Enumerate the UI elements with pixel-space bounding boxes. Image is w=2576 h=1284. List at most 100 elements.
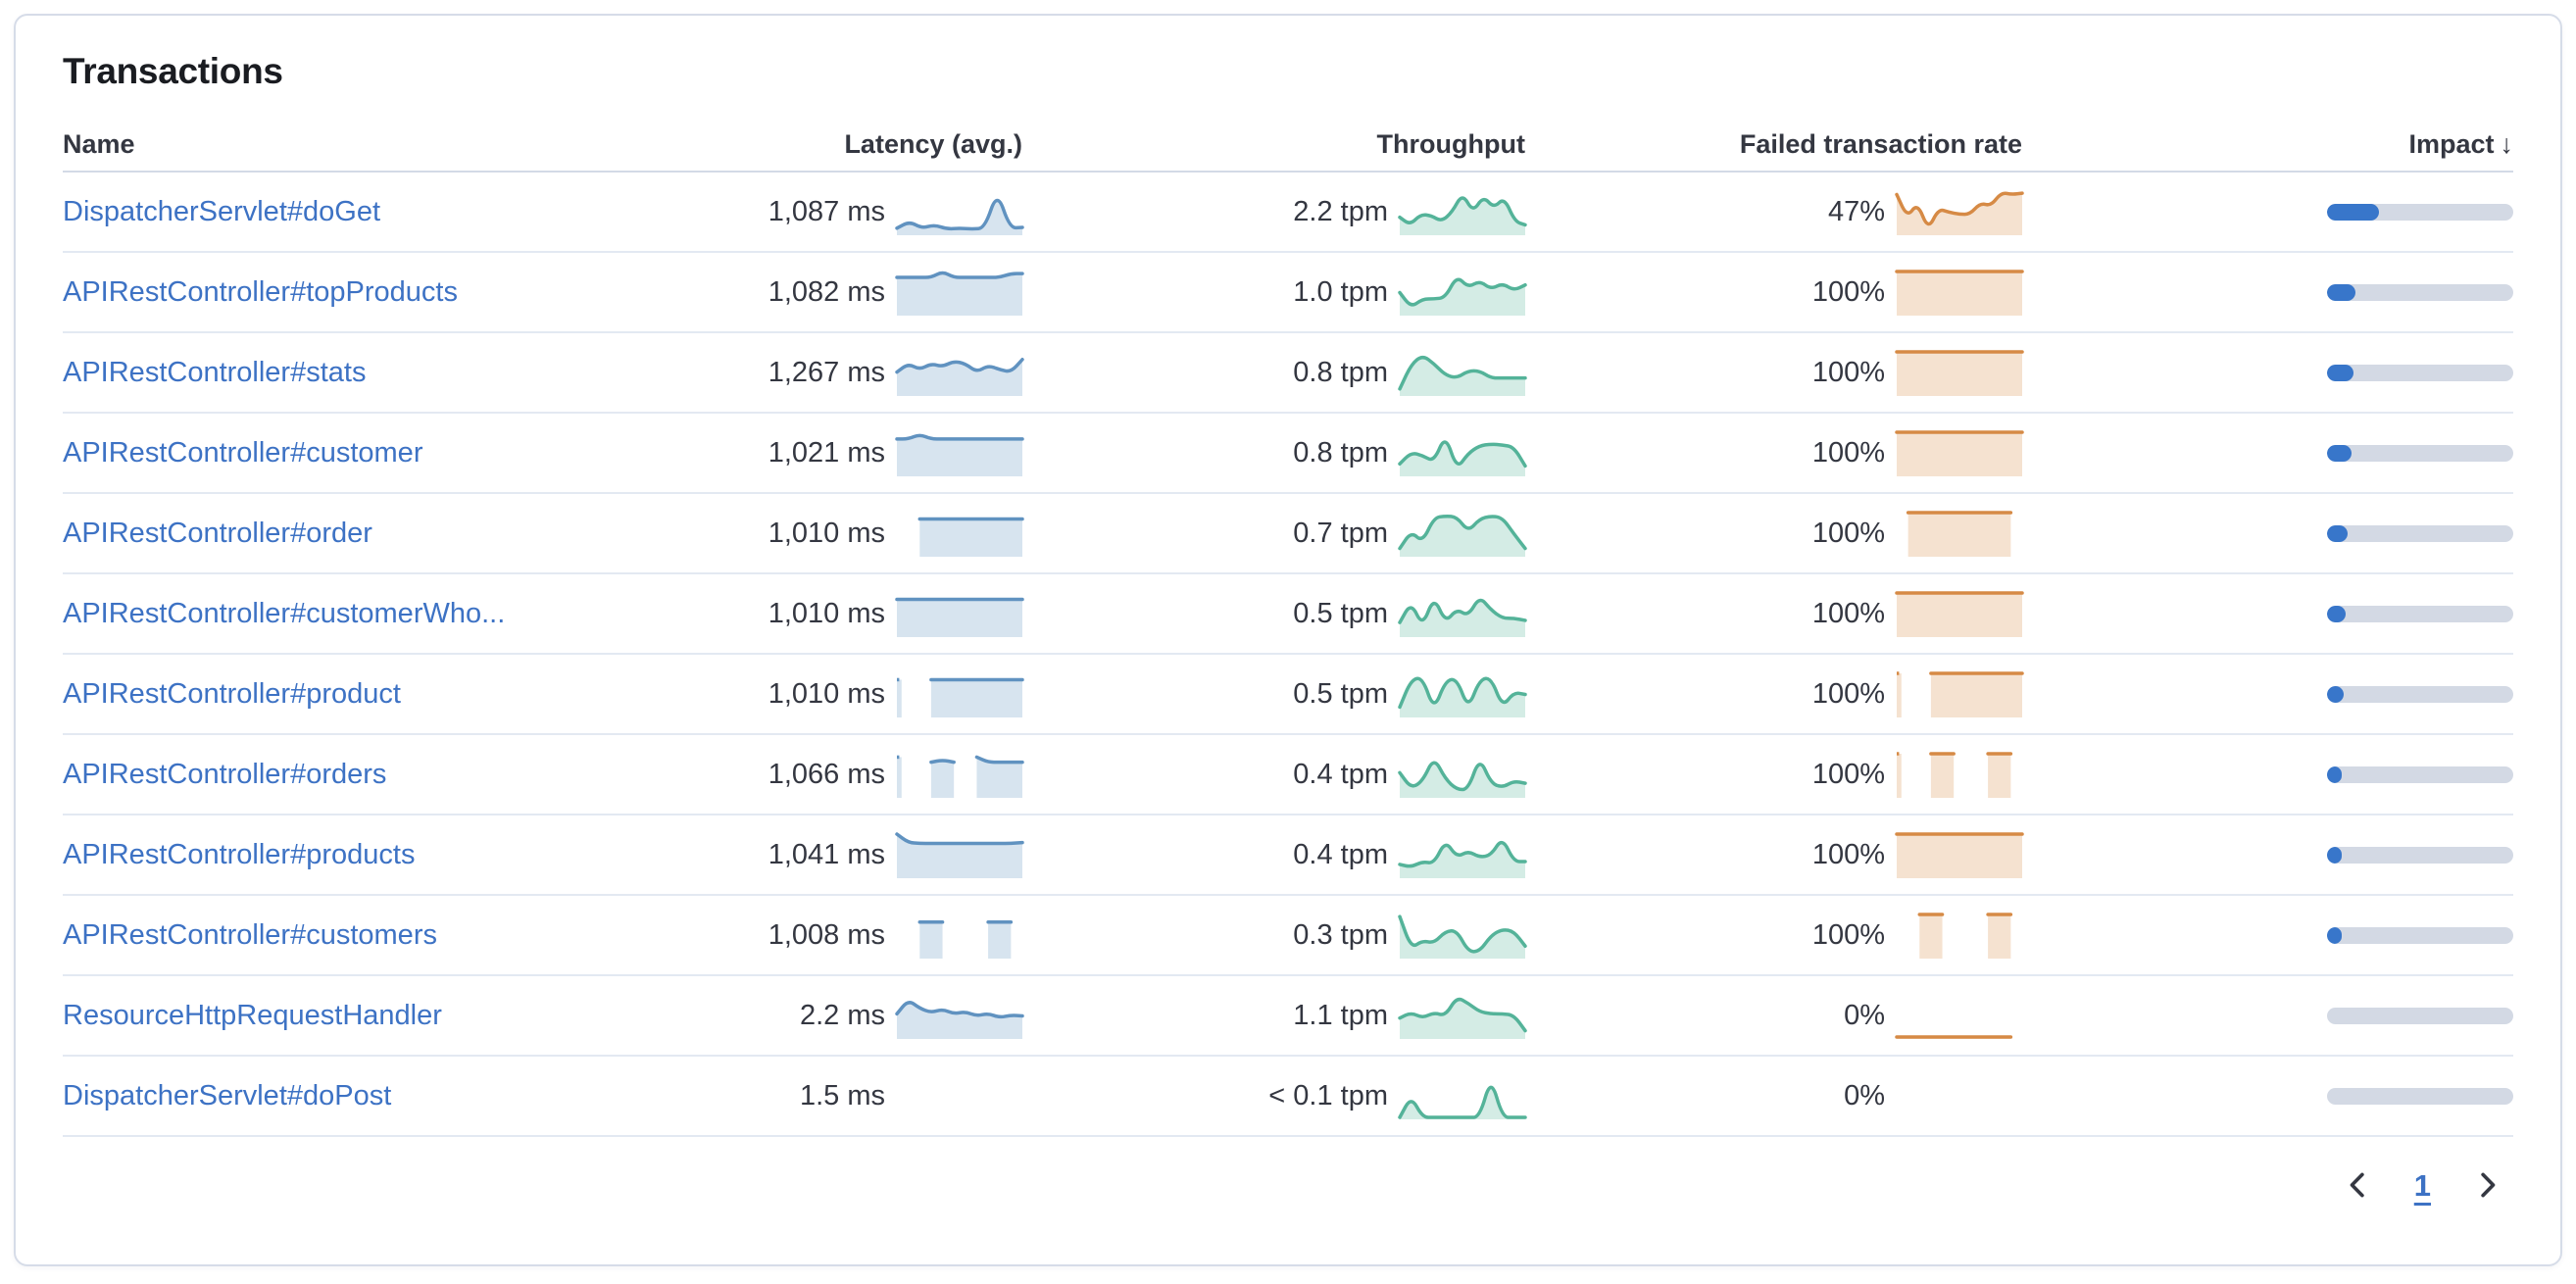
impact-bar-track [2327, 444, 2513, 462]
throughput-value: 0.5 tpm [1293, 677, 1388, 710]
latency-cell: 1,082 ms [669, 269, 1024, 316]
latency-cell: 1,087 ms [669, 188, 1024, 235]
failed-rate-sparkline [1895, 349, 2024, 396]
name-cell: APIRestController#stats [63, 357, 669, 389]
impact-bar-fill [2327, 283, 2355, 301]
throughput-cell: 2.2 tpm [1022, 188, 1527, 235]
latency-sparkline [897, 751, 1024, 798]
table-header-row: Name Latency (avg.) Throughput Failed tr… [63, 118, 2513, 173]
failed-rate-sparkline [1895, 429, 2024, 476]
previous-page-button[interactable] [2336, 1164, 2379, 1208]
table-row: ResourceHttpRequestHandler 2.2 ms 1.1 tp… [63, 976, 2513, 1057]
column-header-latency[interactable]: Latency (avg.) [844, 128, 1022, 159]
latency-cell: 1,010 ms [669, 590, 1024, 637]
impact-bar-fill [2327, 364, 2353, 381]
transaction-name-link[interactable]: APIRestController#customerWho... [63, 597, 506, 629]
failed-rate-value: 100% [1811, 677, 1885, 710]
failed-rate-value: 100% [1811, 275, 1885, 308]
latency-value: 1,021 ms [768, 436, 885, 469]
impact-bar-fill [2327, 605, 2346, 622]
latency-cell: 1,008 ms [669, 912, 1022, 959]
transaction-name-link[interactable]: APIRestController#product [63, 677, 401, 710]
table-body: DispatcherServlet#doGet 1,087 ms 2.2 tpm… [63, 173, 2513, 1137]
impact-bar-track [2327, 685, 2513, 703]
impact-cell [2022, 1007, 2513, 1024]
latency-sparkline [895, 831, 1024, 878]
failed-rate-sparkline [1895, 992, 2022, 1039]
latency-cell: 1,066 ms [669, 751, 1024, 798]
name-cell: APIRestController#order [63, 518, 669, 550]
throughput-cell: < 0.1 tpm [1022, 1072, 1527, 1119]
impact-bar-track [2327, 765, 2513, 783]
throughput-cell: 0.5 tpm [1022, 590, 1527, 637]
failed-rate-cell: 100% [1525, 269, 2024, 316]
column-header-throughput[interactable]: Throughput [1376, 128, 1525, 159]
table-row: APIRestController#orders 1,066 ms 0.4 tp… [63, 735, 2513, 815]
impact-bar-fill [2327, 685, 2345, 703]
name-cell: APIRestController#customerWho... [63, 598, 669, 630]
transaction-name-link[interactable]: APIRestController#stats [63, 356, 367, 388]
throughput-value: 0.7 tpm [1293, 517, 1388, 549]
impact-cell [2022, 765, 2513, 783]
failed-rate-cell: 100% [1525, 349, 2024, 396]
name-cell: APIRestController#customer [63, 437, 669, 469]
throughput-value: 0.8 tpm [1293, 436, 1388, 469]
throughput-sparkline [1398, 912, 1527, 959]
impact-bar-track [2327, 203, 2513, 221]
latency-sparkline [897, 912, 1022, 959]
impact-cell [2022, 846, 2513, 864]
latency-value: 1,008 ms [768, 918, 885, 951]
impact-bar-track [2327, 1087, 2513, 1105]
throughput-value: 0.3 tpm [1293, 918, 1388, 951]
throughput-value: < 0.1 tpm [1268, 1079, 1388, 1111]
table-row: DispatcherServlet#doPost 1.5 ms < 0.1 tp… [63, 1057, 2513, 1137]
name-cell: APIRestController#orders [63, 759, 669, 791]
failed-rate-sparkline [1897, 510, 2022, 557]
throughput-cell: 1.0 tpm [1022, 269, 1527, 316]
failed-rate-sparkline [1897, 670, 2024, 717]
transaction-name-link[interactable]: APIRestController#customers [63, 918, 437, 951]
impact-cell [2022, 1087, 2513, 1105]
latency-sparkline [897, 510, 1024, 557]
table-row: APIRestController#stats 1,267 ms 0.8 tpm… [63, 333, 2513, 414]
name-cell: DispatcherServlet#doPost [63, 1080, 669, 1112]
throughput-sparkline [1398, 670, 1527, 717]
transaction-name-link[interactable]: ResourceHttpRequestHandler [63, 999, 442, 1031]
transaction-name-link[interactable]: APIRestController#customer [63, 436, 423, 469]
latency-cell: 1,041 ms [669, 831, 1024, 878]
latency-sparkline [895, 590, 1024, 637]
transaction-name-link[interactable]: APIRestController#products [63, 838, 416, 870]
throughput-sparkline [1398, 429, 1527, 476]
latency-value: 2.2 ms [799, 999, 885, 1031]
transaction-name-link[interactable]: DispatcherServlet#doGet [63, 195, 380, 227]
impact-bar-fill [2327, 444, 2352, 462]
latency-value: 1,066 ms [768, 758, 885, 790]
column-header-impact[interactable]: Impact ↓ [2022, 129, 2513, 160]
page-number-button[interactable]: 1 [2413, 1168, 2431, 1203]
throughput-value: 0.4 tpm [1293, 758, 1388, 790]
failed-rate-value: 100% [1811, 436, 1885, 469]
table-row: DispatcherServlet#doGet 1,087 ms 2.2 tpm… [63, 173, 2513, 253]
transaction-name-link[interactable]: APIRestController#order [63, 517, 372, 549]
name-cell: APIRestController#topProducts [63, 276, 669, 309]
throughput-sparkline [1398, 269, 1527, 316]
failed-rate-value: 100% [1811, 838, 1885, 870]
impact-bar-track [2327, 1007, 2513, 1024]
table-row: APIRestController#order 1,010 ms 0.7 tpm… [63, 494, 2513, 574]
latency-sparkline [895, 269, 1024, 316]
throughput-sparkline [1398, 751, 1527, 798]
transaction-name-link[interactable]: APIRestController#orders [63, 758, 387, 790]
throughput-cell: 0.7 tpm [1022, 510, 1527, 557]
transaction-name-link[interactable]: APIRestController#topProducts [63, 275, 458, 308]
impact-bar-track [2327, 605, 2513, 622]
column-header-failed-rate[interactable]: Failed transaction rate [1739, 128, 2022, 159]
next-page-button[interactable] [2466, 1164, 2509, 1208]
throughput-cell: 0.4 tpm [1022, 831, 1527, 878]
transaction-name-link[interactable]: DispatcherServlet#doPost [63, 1079, 392, 1111]
latency-sparkline [895, 349, 1024, 396]
chevron-left-icon [2341, 1168, 2374, 1205]
table-row: APIRestController#customerWho... 1,010 m… [63, 574, 2513, 655]
failed-rate-cell: 100% [1525, 670, 2024, 717]
failed-rate-sparkline [1895, 831, 2024, 878]
throughput-sparkline [1398, 992, 1527, 1039]
